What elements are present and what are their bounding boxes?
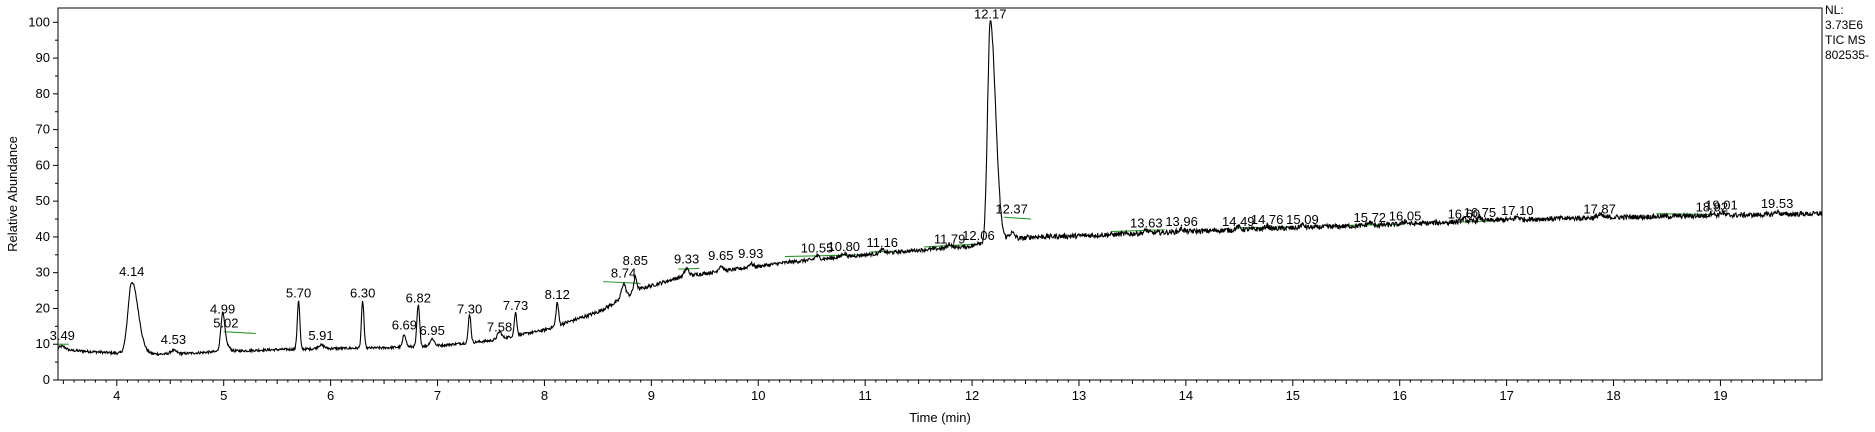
- peak-label: 13.96: [1165, 214, 1198, 229]
- peak-label: 12.17: [974, 6, 1007, 21]
- nl-value: 3.73E6: [1825, 18, 1864, 32]
- peak-label: 6.82: [406, 291, 431, 306]
- scan-info-panel: NL: 3.73E6 TIC MS 802535-: [1825, 3, 1869, 63]
- x-tick-label: 11: [858, 388, 872, 403]
- x-tick-label: 5: [220, 388, 227, 403]
- peak-label: 7.73: [503, 298, 528, 313]
- peak-label: 4.14: [119, 264, 144, 279]
- y-tick-label: 10: [36, 336, 50, 351]
- peak-label: 4.53: [161, 332, 186, 347]
- x-tick-label: 9: [648, 388, 655, 403]
- x-tick-label: 13: [1072, 388, 1086, 403]
- peak-label: 8.85: [623, 253, 648, 268]
- x-tick-label: 4: [113, 388, 120, 403]
- peak-label: 14.76: [1251, 212, 1284, 227]
- peak-label: 15.09: [1286, 212, 1319, 227]
- y-tick-label: 20: [36, 300, 50, 315]
- peak-label: 7.58: [487, 319, 512, 334]
- integration-segment: [1004, 216, 1031, 220]
- integration-segment: [678, 267, 700, 270]
- y-axis-title: Relative Abundance: [5, 136, 20, 252]
- peak-label: 16.75: [1464, 205, 1497, 220]
- peak-label: 11.16: [866, 235, 898, 250]
- integration-segment: [1111, 229, 1165, 233]
- peak-label: 10.55: [801, 241, 834, 256]
- integration-segment: [603, 281, 641, 284]
- x-tick-label: 7: [434, 388, 441, 403]
- x-tick-label: 8: [541, 388, 548, 403]
- peak-label: 12.06: [962, 228, 995, 243]
- y-tick-label: 30: [36, 265, 50, 280]
- x-tick-label: 18: [1606, 388, 1620, 403]
- peak-label: 4.99: [210, 301, 235, 316]
- peak-label: 8.74: [611, 266, 636, 281]
- x-tick-label: 10: [751, 388, 765, 403]
- x-tick-label: 17: [1499, 388, 1513, 403]
- y-tick-label: 0: [43, 372, 50, 387]
- peak-label: 6.30: [350, 285, 375, 300]
- nl-label: NL:: [1825, 3, 1844, 17]
- peak-label: 16.60: [1448, 207, 1481, 222]
- x-axis-title: Time (min): [909, 410, 971, 425]
- y-tick-label: 70: [36, 122, 50, 137]
- peak-label: 6.95: [420, 323, 445, 338]
- peak-label: 19.01: [1705, 198, 1738, 213]
- tic-trace-line: [57, 20, 1823, 357]
- peak-label: 13.63: [1130, 216, 1163, 231]
- x-tick-label: 14: [1179, 388, 1193, 403]
- peak-label: 5.91: [308, 328, 333, 343]
- x-tick-label: 6: [327, 388, 334, 403]
- x-axis-ticks: 4 5 6 7 8 9 10 11 12 13 14 15 16 17 18 19: [62, 380, 1807, 403]
- peak-label: 14.49: [1222, 214, 1255, 229]
- peak-label: 5.02: [213, 316, 238, 331]
- peak-label: 17.10: [1501, 203, 1534, 218]
- peak-label: 17.87: [1583, 201, 1616, 216]
- x-tick-label: 12: [965, 388, 979, 403]
- peak-label: 16.05: [1389, 208, 1422, 223]
- peak-label: 3.49: [50, 328, 75, 343]
- integration-baselines: [58, 213, 1716, 345]
- peak-label: 10.80: [828, 239, 861, 254]
- peak-labels: 3.49 4.14 4.53 4.995.02 5.70 5.91 6.30 6.69 6.82…: [50, 6, 1794, 347]
- peak-label: 11.79: [934, 232, 966, 247]
- peak-label: 9.33: [674, 251, 699, 266]
- y-tick-label: 100: [28, 14, 50, 29]
- peak-label: 12.37: [995, 201, 1028, 216]
- peak-label: 9.65: [708, 248, 733, 263]
- y-tick-label: 50: [36, 193, 50, 208]
- integration-segment: [223, 331, 256, 335]
- y-tick-label: 80: [36, 86, 50, 101]
- y-axis-ticks: 0 10 20 30 40 50 60 70 80 90 100: [28, 14, 58, 387]
- peak-label: 7.30: [457, 301, 482, 316]
- x-tick-label: 16: [1392, 388, 1406, 403]
- file-name: 802535-: [1825, 48, 1870, 62]
- y-tick-label: 40: [36, 229, 50, 244]
- peak-label: 5.70: [286, 285, 311, 300]
- peak-label: 15.72: [1354, 210, 1387, 225]
- peak-label: 9.93: [738, 246, 763, 261]
- peak-label: 6.69: [392, 318, 417, 333]
- x-tick-label: 15: [1286, 388, 1300, 403]
- scan-filter: TIC MS: [1825, 33, 1866, 47]
- peak-label: 8.12: [545, 287, 570, 302]
- peak-label: 18.92: [1696, 199, 1729, 214]
- peak-label: 19.53: [1761, 196, 1794, 211]
- x-tick-label: 19: [1713, 388, 1727, 403]
- y-tick-label: 90: [36, 50, 50, 65]
- plot-frame: [57, 7, 1823, 381]
- y-tick-label: 60: [36, 157, 50, 172]
